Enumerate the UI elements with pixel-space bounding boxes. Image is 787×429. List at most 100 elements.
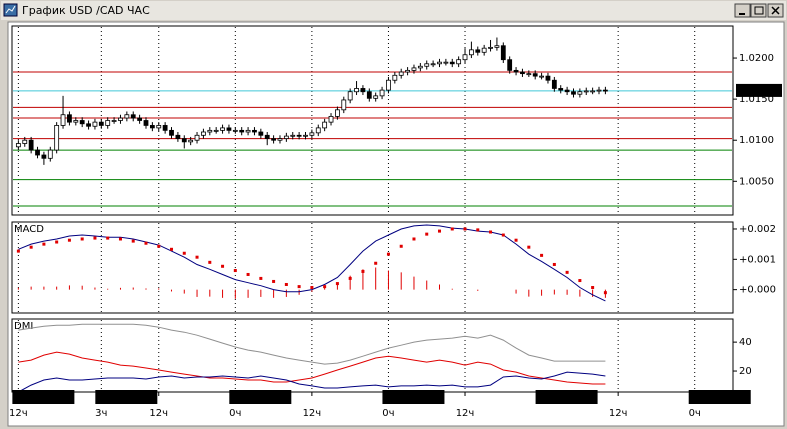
candle-body (60, 114, 66, 126)
candle-body (15, 143, 21, 148)
signal-dot (284, 282, 288, 286)
candle-body (602, 89, 608, 92)
signal-dot (386, 252, 390, 256)
candle-body (558, 88, 564, 91)
signal-dot (399, 244, 403, 248)
candle-body (309, 132, 315, 136)
signal-dot (348, 276, 352, 280)
signal-dot (310, 286, 314, 290)
candle-body (175, 134, 181, 139)
candle-body (360, 88, 366, 93)
candle-body (590, 90, 596, 93)
candle-body (283, 135, 289, 139)
signal-dot (272, 279, 276, 283)
y-tick-label: +0.000 (739, 285, 776, 296)
window-icon-glyph (5, 5, 16, 14)
candle-body (162, 125, 168, 131)
signal-dot (131, 239, 135, 243)
candle-body (47, 149, 53, 159)
maximize-glyph (754, 6, 764, 15)
candle-body (28, 139, 34, 151)
signal-dot (450, 227, 454, 231)
candle-body (596, 89, 602, 92)
candle-body (437, 61, 442, 65)
candle-body (354, 88, 359, 93)
maximize-button[interactable] (750, 3, 767, 18)
candle-body (303, 134, 308, 137)
signal-dot (93, 236, 97, 240)
signal-dot (144, 241, 148, 245)
signal-dot (297, 285, 301, 289)
candle-body (188, 139, 194, 143)
signal-dot (259, 276, 263, 280)
candle-body (475, 49, 481, 53)
signal-dot (489, 230, 493, 234)
signal-dot (157, 244, 161, 248)
candle-body (54, 125, 60, 151)
candle-body (220, 127, 225, 131)
candle-body (73, 120, 79, 123)
signal-dot (437, 229, 441, 233)
candle-body (392, 74, 398, 81)
candle-body (252, 129, 257, 133)
minimize-button[interactable] (734, 3, 751, 18)
candle-body (118, 117, 123, 121)
y-tick-label: +0.002 (739, 224, 776, 235)
x-tick-label: 12ч (609, 408, 628, 419)
indicator-line (18, 323, 606, 365)
x-tick-label: 12ч (303, 408, 322, 419)
signal-dot (170, 247, 174, 251)
candle-body (264, 134, 270, 139)
date-box (535, 390, 598, 404)
signal-dot (55, 240, 59, 244)
window-buttons[interactable] (734, 3, 784, 18)
candle-body (290, 134, 296, 137)
candle-body (443, 61, 449, 64)
candle-body (398, 71, 404, 76)
signal-dot (323, 285, 327, 289)
candle-body (583, 90, 589, 93)
candle-body (181, 138, 187, 143)
x-tick-label: 0ч (689, 408, 701, 419)
x-tick-label: 0ч (382, 408, 394, 419)
signal-dot (540, 253, 544, 257)
x-tick-label: 12ч (149, 408, 168, 419)
candle-body (430, 63, 436, 66)
candle-body (111, 120, 117, 122)
candle-body (520, 71, 525, 75)
candle-body (271, 138, 277, 141)
candle-body (341, 99, 347, 111)
signal-dot (603, 291, 607, 295)
signal-dot (67, 238, 71, 242)
y-tick-label: 1.0050 (739, 176, 774, 187)
candle-body (41, 154, 47, 159)
candle-body (500, 45, 506, 61)
candle-body (207, 129, 213, 133)
signal-dot (501, 233, 505, 237)
panel-title: MACD (14, 224, 44, 235)
candle-body (456, 59, 462, 65)
signal-dot (221, 264, 225, 268)
candle-body (245, 129, 251, 133)
bid-box (736, 83, 782, 97)
signal-dot (233, 269, 237, 273)
x-tick-label: 0ч (229, 408, 241, 419)
candle-body (532, 73, 538, 77)
candle-body (417, 65, 423, 69)
candle-body (258, 131, 264, 136)
candle-body (213, 129, 219, 132)
y-tick-label: 1.0150 (739, 94, 774, 105)
candle-body (315, 127, 321, 134)
indicator-line (18, 351, 606, 385)
candle-body (130, 114, 136, 119)
price-panel (11, 25, 734, 216)
candle-body (539, 75, 544, 78)
candle-body (322, 121, 328, 129)
signal-dot (565, 270, 569, 274)
candle-body (35, 149, 40, 156)
macd-panel (11, 221, 734, 314)
candle-body (105, 120, 111, 126)
signal-dot (16, 249, 20, 253)
candle-body (86, 123, 91, 127)
panel-title: DMI (14, 321, 33, 332)
